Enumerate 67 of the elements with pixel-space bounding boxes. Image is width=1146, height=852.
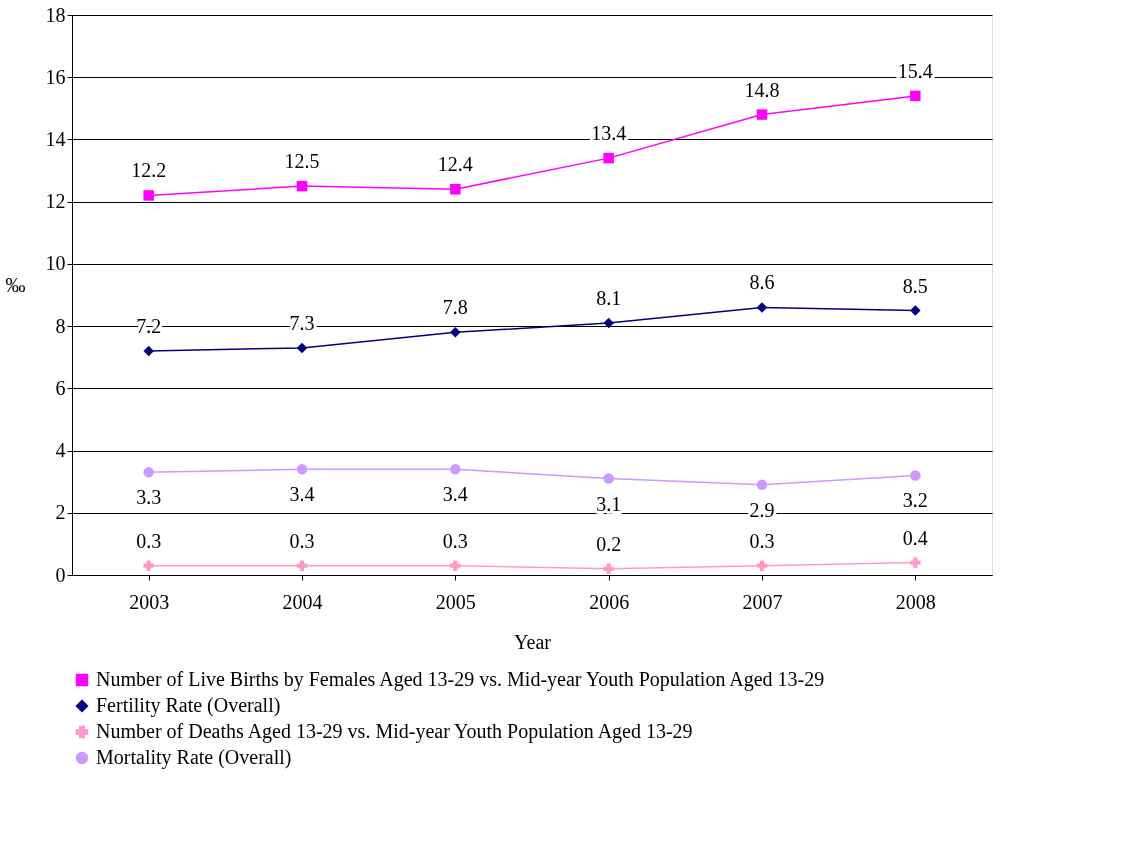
data-label: 12.2: [131, 159, 167, 182]
y-tick-label: 12: [45, 190, 66, 213]
x-tick-label: 2005: [435, 590, 476, 613]
point: [450, 327, 461, 338]
data-label: 3.3: [136, 486, 162, 509]
data-label: 3.4: [442, 483, 468, 506]
data-label: 3.2: [902, 489, 928, 512]
point: [143, 467, 154, 478]
point: [450, 560, 461, 571]
data-label: 0.3: [749, 529, 775, 552]
y-tick-label: 18: [45, 3, 66, 26]
point: [143, 560, 154, 571]
point: [603, 563, 614, 575]
point: [450, 463, 461, 475]
data-label: 0.3: [136, 529, 162, 552]
point: [756, 109, 768, 120]
y-tick-label: 6: [55, 376, 66, 399]
data-label: 0.3: [442, 529, 468, 552]
data-label: 12.4: [437, 153, 473, 176]
point: [910, 305, 921, 316]
point: [296, 560, 308, 571]
point: [143, 190, 154, 201]
point: [143, 345, 154, 357]
point: [603, 152, 614, 164]
data-label: 8.6: [749, 271, 775, 294]
point: [910, 90, 921, 102]
data-label: 0.2: [596, 532, 622, 555]
point: [603, 473, 614, 484]
data-label: 8.5: [902, 274, 928, 297]
x-axis-title: Year: [514, 630, 552, 653]
point: [296, 342, 308, 354]
x-tick-label: 2003: [129, 590, 170, 613]
point: [450, 183, 461, 195]
x-tick-label: 2007: [742, 590, 783, 613]
x-tick-label: 2006: [589, 590, 630, 613]
y-tick-label: 10: [45, 252, 66, 275]
data-label: 7.8: [442, 296, 468, 319]
data-label: 12.5: [284, 150, 320, 173]
legend-label: Fertility Rate (Overall): [96, 694, 281, 717]
x-tick-label: 2004: [282, 590, 323, 613]
point: [296, 180, 308, 192]
y-tick-label: 8: [55, 314, 66, 337]
y-tick-label: 16: [45, 65, 66, 88]
y-axis-title: ‰: [5, 273, 26, 296]
y-tick-label: 0: [55, 563, 66, 586]
data-label: 13.4: [591, 122, 627, 145]
point: [296, 463, 308, 475]
y-tick-label: 4: [55, 439, 66, 462]
point: [910, 557, 921, 568]
point: [756, 560, 768, 571]
point: [756, 302, 768, 313]
point: [603, 317, 614, 329]
data-label: 8.1: [596, 287, 622, 309]
legend-label: Number of Deaths Aged 13-29 vs. Mid-year Youth Population Aged 13-29: [96, 720, 693, 743]
data-label: 0.3: [289, 529, 315, 552]
legend-label: Mortality Rate (Overall): [96, 746, 292, 769]
data-label: 3.4: [289, 483, 315, 506]
data-label: 15.4: [897, 59, 933, 82]
y-tick-label: 2: [55, 501, 66, 524]
data-label: 3.1: [596, 492, 622, 515]
data-label: 14.8: [744, 78, 780, 101]
point: [756, 479, 768, 491]
data-label: 0.4: [902, 526, 928, 549]
y-tick-label: 14: [45, 127, 66, 150]
legend-label: Number of Live Births by Females Aged 13-29 vs. Mid-year Youth Population Aged 13-29: [96, 668, 825, 691]
point: [910, 470, 921, 481]
x-tick-label: 2008: [895, 590, 936, 613]
